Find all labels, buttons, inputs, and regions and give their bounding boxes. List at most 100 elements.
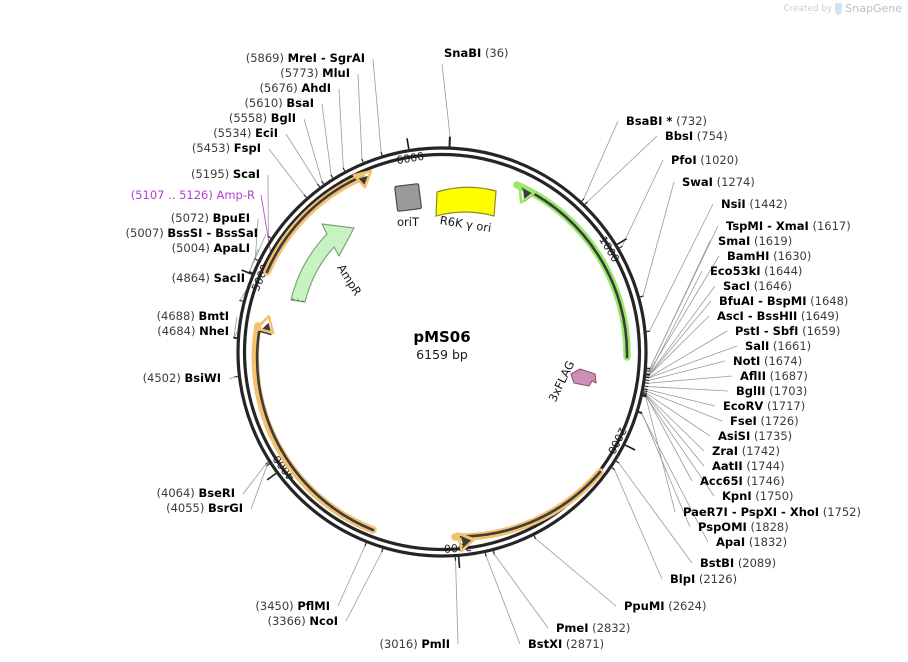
cut-site-tick — [619, 245, 623, 249]
enzyme-label: AflII (1687) — [740, 369, 808, 383]
enzyme-label: PaeR7I - PspXI - XhoI (1752) — [683, 505, 861, 519]
leader-line — [586, 135, 658, 203]
leader-line — [338, 88, 344, 169]
cut-site-tick — [342, 167, 346, 172]
enzyme-label: (5007) BssSI - BssSaI — [126, 226, 258, 240]
enzyme-label: (5072) BpuEI — [171, 211, 250, 225]
feature-label-R6K: R6K γ ori — [439, 213, 492, 235]
enzyme-label: (4064) BseRI — [157, 486, 235, 500]
leader-line — [228, 376, 236, 380]
enzyme-labels: SnaBI (36) (5869) MreI - SgrAI(5773) MluI… — [126, 46, 861, 651]
enzyme-label: (5773) MluI — [280, 66, 350, 80]
enzyme-label: TspMI - XmaI (1617) — [726, 219, 851, 233]
cut-site-tick — [642, 394, 647, 397]
cut-site-tick — [303, 194, 307, 198]
enzyme-label: (5869) MreI - SgrAI — [246, 51, 365, 65]
enzyme-label: (4684) NheI — [157, 324, 229, 338]
enzyme-label: (3016) PmlI — [379, 637, 450, 651]
leader-line — [647, 389, 716, 407]
leader-line — [649, 300, 712, 376]
leader-line — [250, 465, 268, 510]
enzyme-label: BstBI (2089) — [700, 556, 776, 570]
leader-line — [254, 218, 259, 260]
leader-line — [485, 555, 521, 645]
coordinate-tick — [457, 556, 461, 568]
leader-lines — [228, 58, 738, 645]
enzyme-label: PpuMI (2624) — [624, 599, 706, 613]
leader-line — [642, 181, 675, 297]
enzyme-label: EcoRV (1717) — [723, 399, 805, 413]
leader-line — [345, 551, 383, 622]
cut-site-tick — [643, 390, 648, 393]
enzyme-label: Acc65I (1746) — [700, 474, 785, 488]
feature-label-3xFLAG: 3xFLAG — [545, 358, 577, 404]
leader-line — [645, 396, 676, 513]
enzyme-label: PspOMI (1828) — [698, 520, 789, 534]
cut-site-tick — [321, 180, 325, 185]
leader-line — [268, 148, 305, 196]
cut-site-tick — [644, 388, 648, 391]
leader-line — [614, 469, 663, 580]
feature-AmpR — [290, 223, 355, 303]
leader-line — [646, 391, 723, 422]
enzyme-label: NotI (1674) — [733, 354, 802, 368]
enzyme-label: AscI - BssHII (1649) — [717, 309, 839, 323]
enzyme-label: PstI - SbfI (1659) — [735, 324, 840, 338]
enzyme-label: SalI (1661) — [745, 339, 811, 353]
enzyme-label: (5610) BsaI — [244, 96, 314, 110]
leader-line — [648, 360, 726, 381]
cut-site-tick — [643, 392, 648, 394]
enzyme-label: (4055) BsrGI — [166, 501, 243, 515]
feature-shapes — [290, 183, 597, 387]
enzyme-label: ZraI (1742) — [712, 444, 780, 458]
enzyme-label: SnaBI (36) — [444, 46, 509, 60]
leader-line — [372, 58, 382, 153]
enzyme-label: (3450) PflMI — [255, 599, 330, 613]
enzyme-label: AsiSI (1735) — [718, 429, 792, 443]
leader-line — [649, 255, 720, 372]
leader-line — [441, 63, 451, 136]
cut-site-tick — [361, 158, 364, 163]
cut-site-tick — [254, 258, 259, 261]
leader-line — [321, 103, 332, 176]
feature-oriT — [394, 183, 422, 212]
leader-line — [260, 194, 272, 258]
leader-line — [648, 345, 738, 379]
cut-site-tick — [611, 467, 616, 471]
coordinate-tick — [616, 237, 628, 246]
enzyme-label: BsaBI * (732) — [626, 114, 707, 128]
cut-site-tick — [381, 548, 384, 553]
feature-label-AmpR: AmpR — [334, 262, 364, 299]
leader-line — [649, 315, 710, 376]
cut-site-tick — [533, 535, 537, 540]
enzyme-label: BamHI (1630) — [727, 249, 811, 263]
leader-line — [646, 392, 711, 437]
watermark-brand: SnapGene — [845, 2, 902, 15]
cut-site-tick — [266, 463, 270, 467]
leader-line — [621, 159, 664, 247]
enzyme-label: BfuAI - BspMI (1648) — [719, 294, 848, 308]
enzyme-label: Eco53kI (1644) — [710, 264, 802, 278]
leader-line — [649, 270, 703, 375]
cut-site-tick — [380, 151, 383, 156]
leader-line — [618, 462, 693, 564]
primer-label: (5107 .. 5126) Amp-R — [131, 188, 255, 202]
enzyme-label: BlpI (2126) — [670, 572, 737, 586]
cut-site-tick — [492, 550, 495, 555]
cut-site-tick — [248, 270, 253, 274]
cut-site-tick — [265, 461, 269, 465]
enzyme-label: (5558) BglI — [229, 111, 296, 125]
feature-name-labels: oriT R6K γ ori AmpR 3xFLAG — [334, 213, 577, 404]
leader-line — [645, 394, 705, 452]
watermark-prefix: Created by — [783, 3, 833, 14]
cut-site-tick — [645, 382, 649, 384]
cut-site-tick — [639, 295, 644, 298]
leader-line — [645, 396, 715, 497]
coordinate-tick-label: 6000 — [395, 150, 425, 167]
leader-line — [645, 395, 693, 482]
enzyme-label: (4502) BsiWI — [143, 371, 221, 385]
enzyme-label: BstXI (2871) — [528, 637, 604, 651]
enzyme-label: (4688) BmtI — [157, 309, 229, 323]
cut-site-tick — [267, 235, 272, 239]
enzyme-label: (5534) EciI — [213, 126, 278, 140]
